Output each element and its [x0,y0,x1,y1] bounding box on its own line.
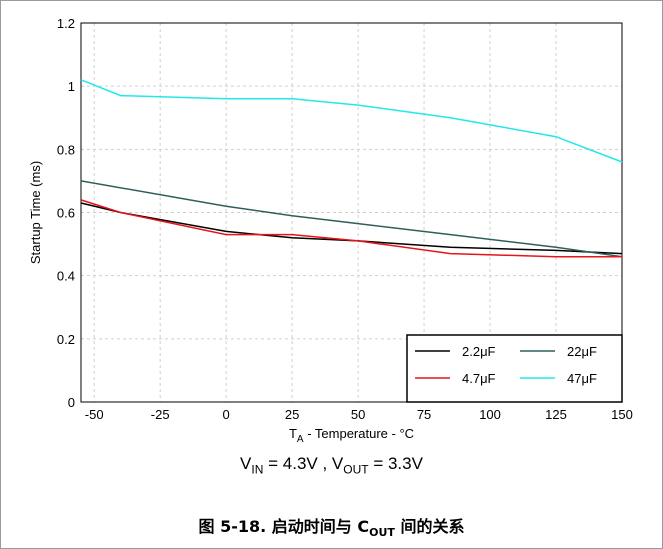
y-axis-title: Startup Time (ms) [28,161,43,264]
x-tick-labels: -50 -25 0 25 50 75 100 125 150 [85,407,633,422]
vin-value: = 4.3V , [263,454,332,473]
vin-subscript: IN [251,462,264,477]
vout-value: = 3.3V [368,454,423,473]
x-tick-label: 75 [417,407,431,422]
y-tick-labels: 0 0.2 0.4 0.6 0.8 1 1.2 [57,16,75,410]
vout-symbol: V [331,454,344,473]
figure-caption-subscript: OUT [369,526,395,540]
y-tick-label: 0.4 [57,269,75,284]
x-tick-label: 0 [223,407,230,422]
y-tick-label: 0 [68,395,75,410]
x-axis-title-subscript: A [297,434,304,445]
y-tick-label: 0.6 [57,206,75,221]
y-tick-label: 1.2 [57,16,75,31]
legend-box [406,334,623,403]
x-axis-title-symbol: T [289,426,297,441]
series-line-22F [80,180,623,258]
vin-symbol: V [240,454,252,473]
y-tick-label: 1 [68,79,75,94]
x-tick-label: -50 [85,407,104,422]
x-tick-label: 125 [545,407,567,422]
legend-label: 47μF [567,371,597,386]
figure-caption-suffix: 间的关系 [394,517,465,536]
plot-area-border [80,22,623,403]
x-tick-label: 100 [479,407,501,422]
legend-label: 2.2μF [462,344,496,359]
legend: 2.2μF 22μF 4.7μF 47μF [406,334,623,403]
figure-caption: 图 5-18. 启动时间与 COUT 间的关系 [0,513,663,539]
x-tick-label: -25 [151,407,170,422]
series-line-4.7F [80,199,622,258]
x-axis-title: TA - Temperature - °C [289,426,414,445]
x-axis-title-text: - Temperature - °C [304,426,414,441]
y-tick-label: 0.2 [57,332,75,347]
x-tick-label: 50 [351,407,365,422]
legend-label: 22μF [567,344,597,359]
x-tick-label: 25 [285,407,299,422]
vout-subscript: OUT [343,462,369,477]
y-tick-label: 0.8 [57,142,75,157]
series-layer [80,79,623,258]
test-conditions: VIN = 4.3V , VOUT = 3.3V [0,454,663,476]
x-tick-label: 150 [611,407,633,422]
legend-label: 4.7μF [462,371,496,386]
series-line-47F [80,79,623,163]
figure-caption-text: 图 5-18. 启动时间与 C [198,517,370,536]
